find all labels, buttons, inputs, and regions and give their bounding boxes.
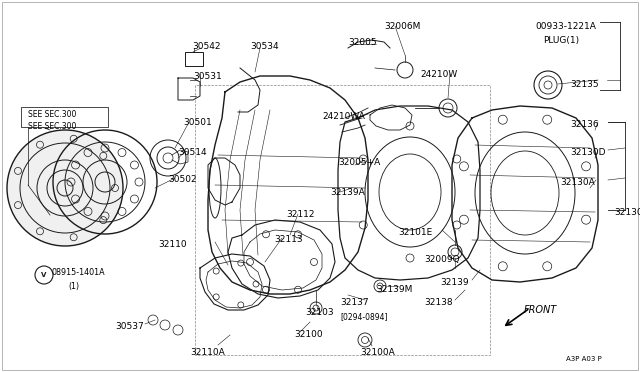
Text: 32006M: 32006M [384, 22, 420, 31]
Text: 30514: 30514 [178, 148, 207, 157]
Text: 32110A: 32110A [190, 348, 225, 357]
Text: 30531: 30531 [193, 72, 221, 81]
Text: 30537: 30537 [115, 322, 144, 331]
Text: A3P A03 P: A3P A03 P [566, 356, 602, 362]
Text: 32135: 32135 [570, 80, 598, 89]
Text: 30502: 30502 [168, 175, 196, 184]
Text: 32112: 32112 [286, 210, 314, 219]
Text: 00933-1221A: 00933-1221A [535, 22, 596, 31]
Text: FRONT: FRONT [524, 305, 557, 315]
Text: 32130D: 32130D [570, 148, 605, 157]
Text: 32130A: 32130A [560, 178, 595, 187]
Text: 32136: 32136 [570, 120, 598, 129]
Text: 08915-1401A: 08915-1401A [52, 268, 106, 277]
Text: 32005+A: 32005+A [338, 158, 380, 167]
Text: 30534: 30534 [250, 42, 278, 51]
Text: 30501: 30501 [183, 118, 212, 127]
Text: SEE SEC.300: SEE SEC.300 [28, 110, 76, 119]
Text: SEE SEC.300: SEE SEC.300 [28, 122, 76, 131]
Text: 32137: 32137 [340, 298, 369, 307]
Text: 32113: 32113 [274, 235, 303, 244]
Text: 32100A: 32100A [360, 348, 395, 357]
Text: (1): (1) [68, 282, 79, 291]
Text: 32110: 32110 [158, 240, 187, 249]
Bar [185, 52, 203, 66]
Text: 32005: 32005 [348, 38, 376, 47]
Text: 32101E: 32101E [398, 228, 432, 237]
Text: 30542: 30542 [192, 42, 221, 51]
Circle shape [7, 130, 123, 246]
Text: PLUG(1): PLUG(1) [543, 36, 579, 45]
Text: 32139: 32139 [440, 278, 468, 287]
Text: 32139A: 32139A [330, 188, 365, 197]
Text: V: V [42, 272, 47, 278]
Text: 32100: 32100 [294, 330, 323, 339]
Text: 32009Q: 32009Q [424, 255, 460, 264]
FancyBboxPatch shape [21, 107, 108, 127]
Text: [0294-0894]: [0294-0894] [340, 312, 387, 321]
Text: 32138: 32138 [424, 298, 452, 307]
Text: 32130: 32130 [614, 208, 640, 217]
Text: 32103: 32103 [305, 308, 333, 317]
Text: 24210W: 24210W [420, 70, 457, 79]
Text: 24210WA: 24210WA [322, 112, 365, 121]
Text: 32139M: 32139M [376, 285, 412, 294]
